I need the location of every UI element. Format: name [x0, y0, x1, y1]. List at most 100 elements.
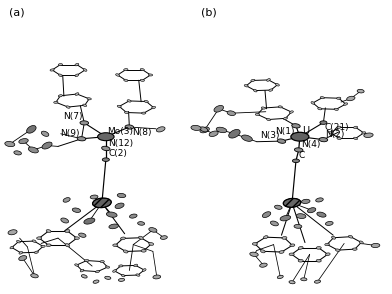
Ellipse shape	[301, 199, 310, 203]
Ellipse shape	[294, 224, 302, 228]
Ellipse shape	[329, 132, 333, 134]
Ellipse shape	[294, 148, 303, 152]
Ellipse shape	[325, 253, 330, 256]
Ellipse shape	[269, 89, 273, 91]
Ellipse shape	[280, 216, 290, 221]
Ellipse shape	[255, 113, 260, 115]
Ellipse shape	[291, 132, 309, 141]
Ellipse shape	[354, 137, 358, 140]
Ellipse shape	[125, 125, 134, 129]
Ellipse shape	[149, 74, 152, 76]
Ellipse shape	[37, 237, 42, 240]
Ellipse shape	[336, 249, 340, 251]
Ellipse shape	[229, 129, 240, 138]
Ellipse shape	[63, 198, 70, 202]
Ellipse shape	[200, 127, 208, 132]
Ellipse shape	[141, 250, 146, 252]
Ellipse shape	[66, 106, 70, 108]
Ellipse shape	[357, 89, 364, 93]
Ellipse shape	[124, 79, 128, 81]
Ellipse shape	[75, 74, 79, 77]
Ellipse shape	[319, 138, 328, 142]
Ellipse shape	[113, 244, 118, 247]
Ellipse shape	[260, 263, 267, 267]
Ellipse shape	[250, 252, 258, 256]
Ellipse shape	[227, 111, 236, 116]
Text: C(21): C(21)	[325, 123, 350, 132]
Ellipse shape	[320, 97, 325, 99]
Ellipse shape	[19, 255, 27, 261]
Ellipse shape	[267, 78, 270, 81]
Ellipse shape	[105, 276, 111, 279]
Ellipse shape	[19, 138, 28, 144]
Ellipse shape	[100, 260, 104, 263]
Ellipse shape	[16, 240, 20, 243]
Ellipse shape	[5, 141, 15, 147]
Ellipse shape	[325, 221, 333, 225]
Text: N(4): N(4)	[301, 140, 320, 149]
Ellipse shape	[75, 93, 79, 95]
Ellipse shape	[278, 106, 282, 108]
Ellipse shape	[113, 270, 116, 272]
Ellipse shape	[139, 236, 143, 239]
Ellipse shape	[318, 108, 322, 110]
Ellipse shape	[292, 159, 299, 163]
Ellipse shape	[121, 274, 125, 277]
Ellipse shape	[85, 260, 89, 262]
Ellipse shape	[263, 236, 268, 239]
Ellipse shape	[149, 228, 157, 232]
Ellipse shape	[283, 198, 301, 207]
Ellipse shape	[160, 236, 167, 239]
Ellipse shape	[102, 158, 109, 161]
Ellipse shape	[362, 132, 366, 134]
Ellipse shape	[241, 135, 252, 141]
Ellipse shape	[84, 218, 95, 224]
Ellipse shape	[359, 241, 363, 244]
Ellipse shape	[93, 280, 99, 283]
Ellipse shape	[90, 195, 98, 199]
Ellipse shape	[191, 125, 201, 131]
Ellipse shape	[98, 133, 114, 141]
Ellipse shape	[274, 205, 282, 209]
Text: N(1): N(1)	[275, 127, 295, 136]
Ellipse shape	[14, 151, 22, 155]
Ellipse shape	[41, 131, 49, 136]
Ellipse shape	[298, 246, 303, 249]
Ellipse shape	[262, 212, 271, 218]
Text: C(2): C(2)	[109, 149, 127, 158]
Ellipse shape	[348, 235, 353, 238]
Text: N(2): N(2)	[325, 130, 345, 139]
Ellipse shape	[140, 69, 144, 71]
Ellipse shape	[216, 127, 227, 133]
Ellipse shape	[251, 79, 255, 82]
Ellipse shape	[117, 105, 121, 108]
Ellipse shape	[120, 237, 125, 240]
Ellipse shape	[75, 64, 79, 66]
Ellipse shape	[152, 106, 156, 109]
Ellipse shape	[58, 64, 62, 66]
Ellipse shape	[325, 243, 329, 246]
Ellipse shape	[311, 102, 315, 104]
Text: (b): (b)	[201, 7, 216, 17]
Ellipse shape	[19, 251, 23, 254]
Ellipse shape	[46, 244, 51, 247]
Ellipse shape	[80, 121, 89, 125]
Ellipse shape	[316, 259, 321, 262]
Ellipse shape	[209, 131, 218, 136]
Ellipse shape	[106, 212, 117, 217]
Ellipse shape	[316, 247, 321, 249]
Ellipse shape	[74, 237, 79, 240]
Ellipse shape	[46, 230, 51, 233]
Text: N(8): N(8)	[132, 128, 151, 137]
Ellipse shape	[119, 265, 123, 267]
Ellipse shape	[337, 137, 341, 140]
Ellipse shape	[116, 74, 120, 76]
Ellipse shape	[118, 278, 125, 281]
Ellipse shape	[283, 117, 287, 120]
Ellipse shape	[279, 250, 284, 253]
Ellipse shape	[289, 281, 295, 284]
Ellipse shape	[317, 212, 326, 217]
Ellipse shape	[153, 275, 161, 279]
Text: N(9): N(9)	[60, 129, 80, 138]
Text: N(12): N(12)	[108, 138, 133, 148]
